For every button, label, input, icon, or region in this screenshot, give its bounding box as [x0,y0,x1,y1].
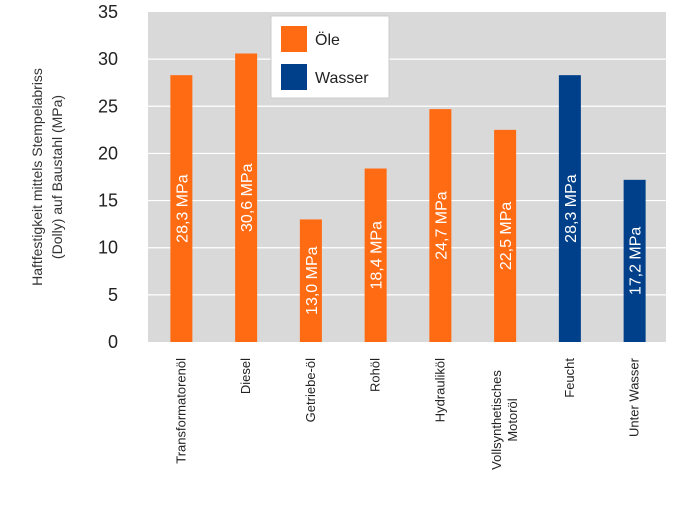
x-category-label: Hydrauliköl [432,358,447,422]
legend-swatch [281,26,307,52]
y-tick-label: 0 [108,332,118,352]
bar [623,179,646,342]
bar-value-label: 17,2 MPa [628,227,645,296]
bar [235,53,258,342]
x-category-label: Feucht [562,358,577,398]
bar-value-label: 28,3 MPa [563,174,580,243]
y-tick-label: 25 [98,96,118,116]
bars [170,53,646,343]
y-axis-label: Haftfestigkeit mittels Stempelabriss (Dol… [29,68,65,286]
legend-swatch [281,64,307,90]
bar [364,168,387,342]
x-category-label: Vollsynthetisches [489,370,504,470]
bar-value-labels: 28,3 MPa 30,6 MPa 13,0 MPa 18,4 MPa 24,7 MPa… [174,163,644,315]
bar [558,75,581,343]
legend-label: Öle [315,31,340,49]
x-category-label: Rohöl [368,358,383,392]
x-category-label: Unter Wasser [627,357,642,437]
plot-background [148,12,666,342]
legend-label: Wasser [315,70,369,87]
bar-value-label: 18,4 MPa [369,221,386,290]
bar-value-label: 22,5 MPa [498,202,515,271]
y-tick-label: 30 [98,49,118,69]
x-axis-categories: Transformatorenöl Diesel Getriebe-öl Rohöl H… [173,357,641,470]
bar-value-label: 13,0 MPa [304,246,321,315]
y-axis-title-line: (Dolly) auf Baustahl (MPa) [49,95,65,259]
x-category-label: Transformatorenöl [173,358,188,464]
y-axis-ticks: 0 5 10 15 20 25 30 35 [98,2,118,352]
bar-value-label: 30,6 MPa [239,163,256,232]
bar [494,129,517,342]
bar-value-label: 28,3 MPa [174,174,191,243]
x-category-label: Getriebe-öl [303,358,318,422]
bar [170,75,193,343]
bar [429,109,452,342]
y-tick-label: 5 [108,285,118,305]
bar-value-label: 24,7 MPa [433,191,450,260]
bar [299,219,322,342]
y-axis-title-line: Haftfestigkeit mittels Stempelabriss [29,68,45,286]
x-category-label: Motoröl [505,398,520,441]
y-tick-label: 20 [98,143,118,163]
x-category-label: Diesel [238,358,253,394]
legend: Öle Wasser [270,15,390,99]
y-tick-label: 35 [98,2,118,22]
y-tick-label: 10 [98,238,118,258]
y-tick-label: 15 [98,191,118,211]
